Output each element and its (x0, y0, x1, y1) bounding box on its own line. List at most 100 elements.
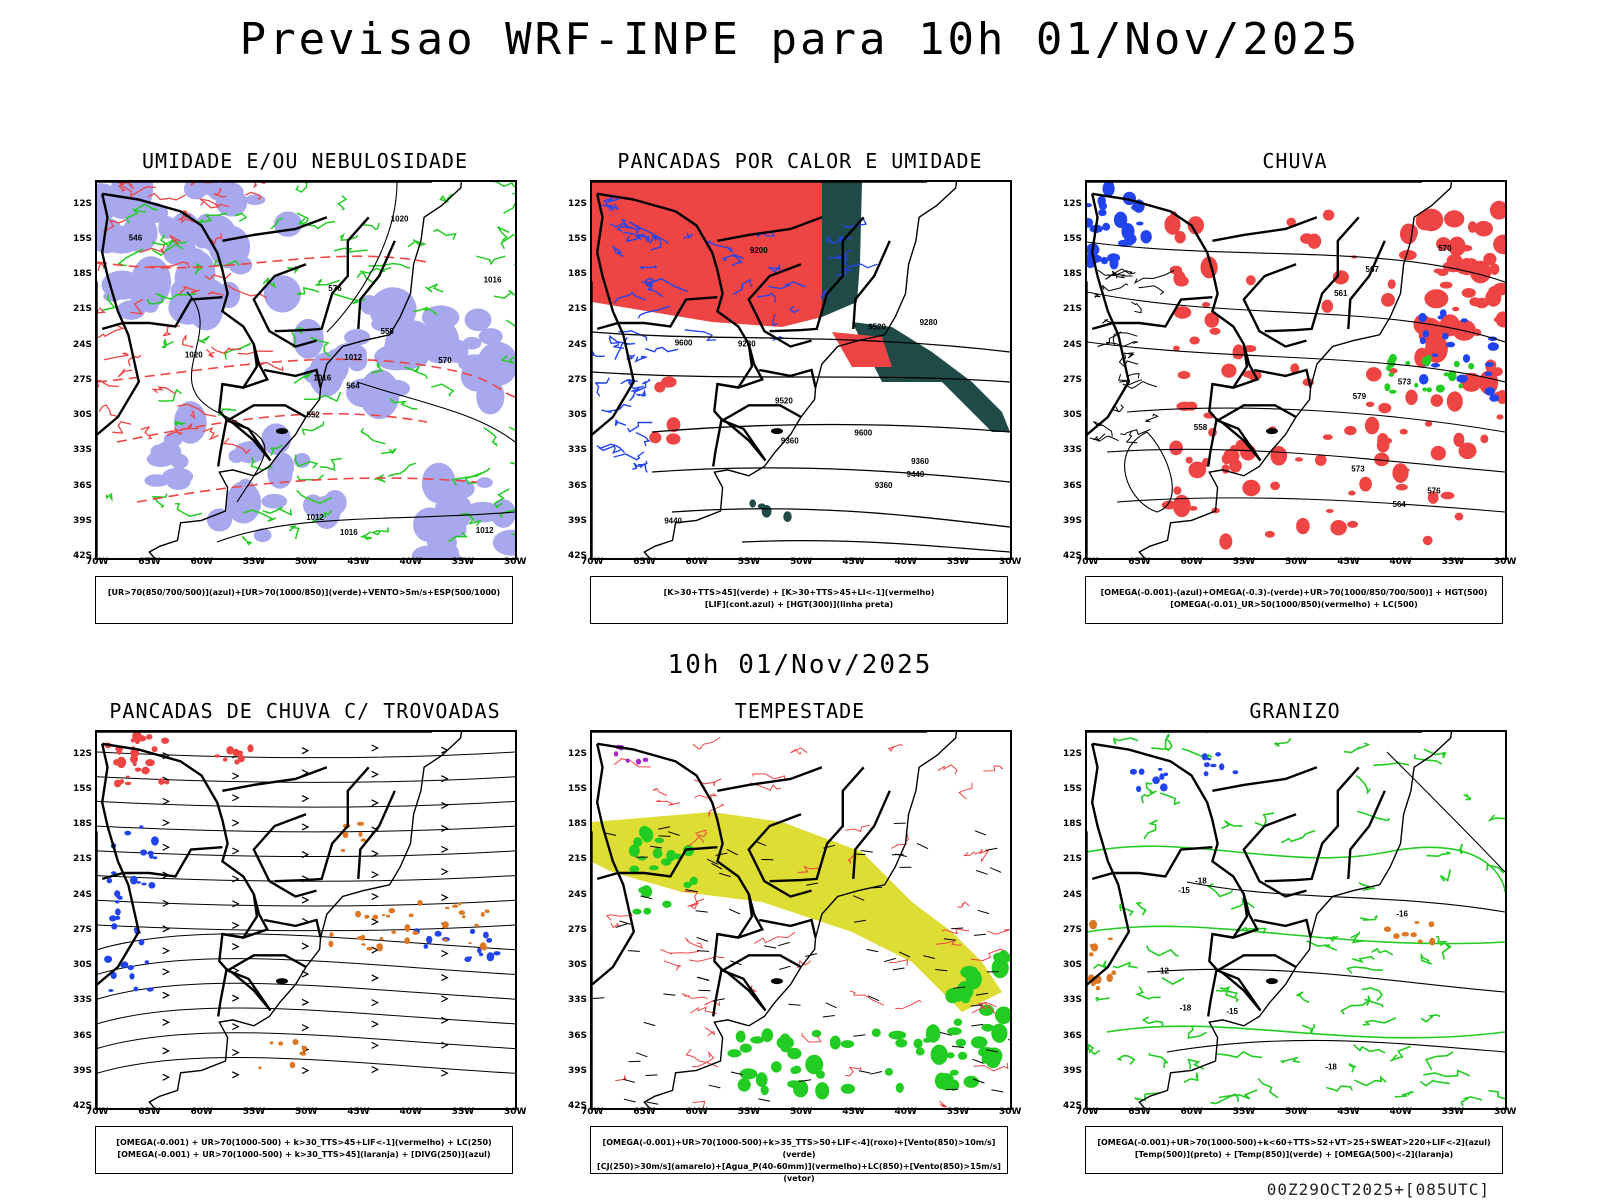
heat-humidity-area (783, 511, 792, 523)
contour-label: 546 (129, 234, 143, 243)
wind-contour (222, 437, 251, 455)
wind-contour (253, 182, 265, 189)
lon-label: 60W (1180, 557, 1203, 567)
humidity-upper-area (308, 352, 344, 397)
humidity-lower-contour (497, 226, 510, 242)
wind850-area (945, 988, 960, 1004)
humidity-lower-contour (224, 342, 252, 360)
convection-area (417, 900, 423, 906)
wind-contour (103, 352, 129, 361)
lon-label: 65W (138, 557, 161, 567)
humidity-upper-area (97, 183, 120, 221)
lat-label: 15S (73, 783, 93, 794)
wind850-area (995, 1006, 1010, 1025)
divergence-area (146, 987, 154, 992)
wind-contour (169, 234, 181, 246)
humidity-lower-contour (262, 506, 293, 516)
political-border (1212, 344, 1249, 389)
pressure-contour (216, 511, 515, 543)
political-border (712, 417, 767, 467)
lat-label: 36S (1063, 1030, 1083, 1041)
contour-label: 9280 (920, 318, 938, 327)
lat-label: 24S (568, 889, 588, 900)
lc850-contour (683, 888, 705, 903)
lat-label: 30S (568, 960, 588, 970)
convection-area (386, 914, 391, 918)
temp850-contour (1164, 733, 1170, 752)
streamline-arrow (162, 819, 171, 827)
humidity-lower-contour (460, 513, 482, 527)
panel-pancadas-calor: PANCADAS POR CALOR E UMIDADE 9600 9520 9440… (568, 145, 1021, 625)
omega-area (1445, 341, 1456, 348)
political-border (97, 743, 141, 986)
thunderstorm-area (226, 746, 235, 755)
temp850-contour (1134, 1092, 1161, 1102)
wind-contour (178, 285, 200, 295)
thunderstorm-area (145, 759, 155, 767)
hgt500-contour (1126, 407, 1505, 433)
omega-strong-area (1405, 360, 1411, 366)
lat-label: 42S (1063, 551, 1083, 561)
convection-area (300, 1051, 306, 1056)
humidity-lower-contour (213, 258, 240, 267)
wind850-area (649, 865, 659, 871)
convection-area (342, 831, 349, 839)
streamline-arrow (162, 1018, 171, 1026)
rain-area (1427, 491, 1439, 504)
map-canvas: 9600 9520 9440 9360 9360 9280 9200 9280 9360 9440… (592, 182, 1010, 558)
contour-label: 552 (307, 411, 321, 420)
temp850-contour (1087, 845, 1505, 893)
rain-area (1489, 263, 1500, 275)
omega-strong-area (1388, 372, 1395, 377)
streamline-arrow (371, 744, 380, 752)
hgt500-contour (1131, 301, 1142, 314)
temp850-contour (1340, 998, 1371, 1015)
humidity-lower-contour (160, 234, 174, 248)
lat-label: 24S (73, 889, 93, 900)
wind-vector (646, 1101, 659, 1105)
wind-vector (645, 1074, 658, 1076)
lon-label: 60W (685, 1107, 708, 1117)
lif-contour (639, 264, 658, 271)
temp850-contour (1306, 940, 1338, 952)
omega-strong-area (1453, 360, 1460, 368)
humidity-lower-contour (198, 212, 228, 224)
streamline-arrow (162, 991, 171, 999)
rain-area (1307, 233, 1322, 249)
lat-label: 30S (73, 960, 93, 970)
divergence-area (106, 878, 113, 884)
thunderstorm-area (134, 767, 142, 772)
humidity-upper-area (445, 339, 469, 363)
storm-area (635, 758, 642, 765)
humidity-lower-contour (296, 286, 320, 296)
streamline-arrow (301, 896, 310, 904)
humidity-upper-area (476, 477, 493, 488)
political-border (597, 192, 767, 462)
humidity-lower-contour (508, 426, 515, 431)
lc850-contour (694, 793, 718, 800)
legend-line: [OMEGA(-0.001)+UR>70(1000-500)+k>35_TTS>… (602, 1138, 996, 1159)
lc850-contour (983, 765, 1004, 772)
divergence-area (152, 856, 158, 860)
humidity-lower-contour (158, 388, 183, 402)
convection-area (366, 946, 373, 951)
temp850-contour (1112, 737, 1139, 745)
humidity-upper-area (294, 319, 322, 355)
rain-area (1483, 252, 1497, 266)
temp850-contour (1426, 851, 1451, 858)
contour-label: 561 (1334, 289, 1348, 298)
hgt500-contour (1087, 241, 1505, 283)
wind-contour (119, 182, 135, 190)
lat-label: 24S (1063, 889, 1083, 900)
legend-line: [OMEGA(-0.01)_UR>50(1000/850)(vermelho) … (1170, 600, 1418, 609)
humidity-upper-area (177, 250, 216, 297)
rain-area (1430, 394, 1444, 407)
political-border (1347, 790, 1386, 879)
lif-contour (843, 259, 878, 269)
humidity-lower-contour (134, 203, 159, 211)
humidity-upper-area (206, 508, 233, 532)
humidity-lower-contour (371, 362, 384, 374)
wind850-area (727, 1049, 742, 1058)
political-border (747, 263, 812, 348)
thunderstorm-area (130, 754, 138, 764)
